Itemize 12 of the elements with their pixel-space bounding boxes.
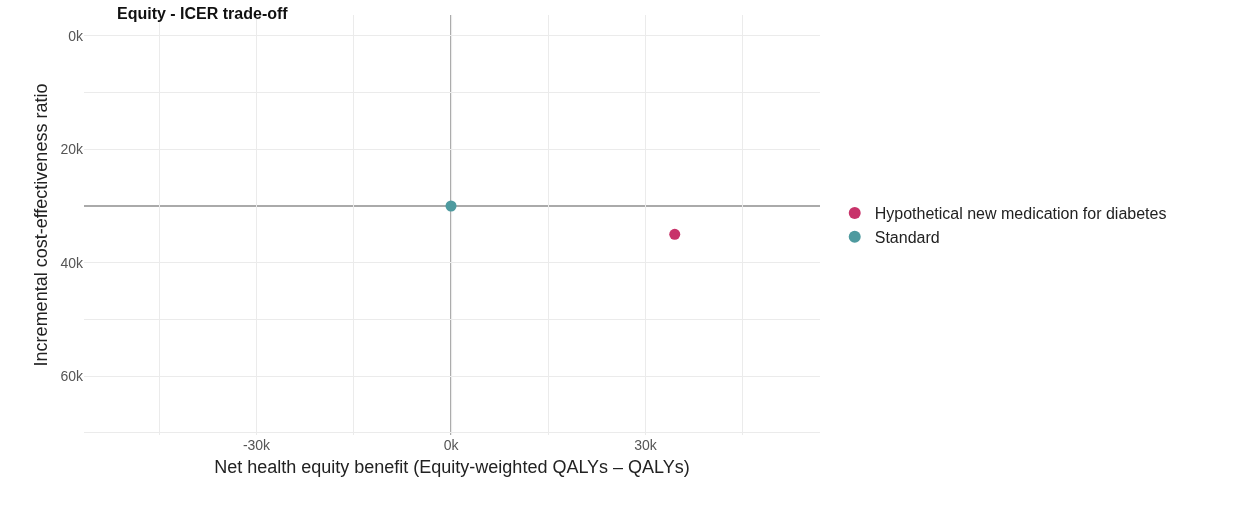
y-tick-label: 20k <box>60 141 84 158</box>
y-tick-label: 40k <box>60 254 84 271</box>
legend-label: Standard <box>874 228 940 246</box>
chart-title: Equity - ICER trade-off <box>117 5 289 23</box>
x-axis-title: Net health equity benefit (Equity-weighted QALYs – QALYs) <box>214 457 690 478</box>
x-tick-label: -30k <box>242 437 272 453</box>
x-tick-label: 30k <box>634 437 658 453</box>
y-tick-label: 60k <box>60 367 84 384</box>
x-tick-label: 0k <box>443 437 460 453</box>
legend-label: Hypothetical new medication for diabetes <box>874 205 1167 223</box>
y-tick-label: 0k <box>68 27 84 44</box>
y-axis-title: Incremental cost-effectiveness ratio <box>30 83 51 367</box>
